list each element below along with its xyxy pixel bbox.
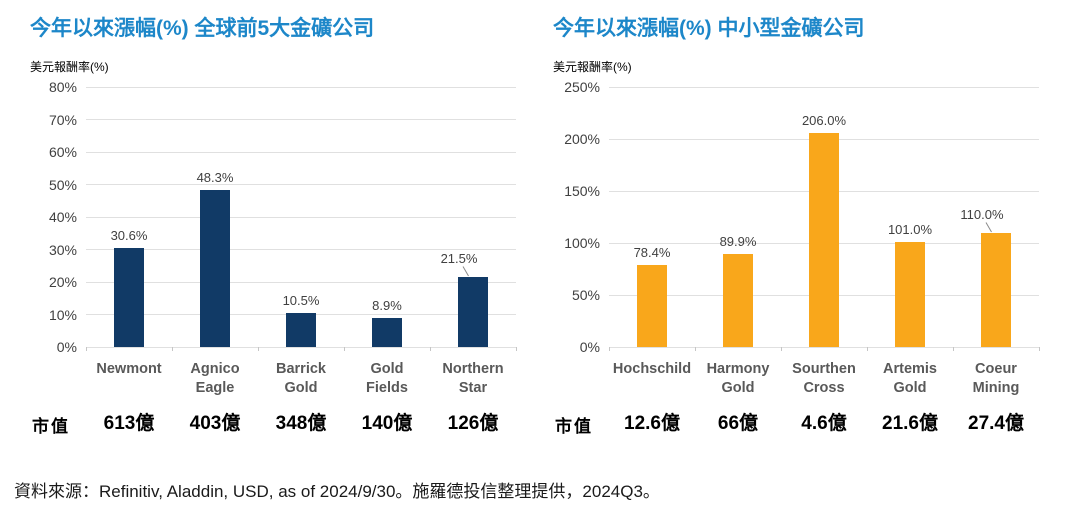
y-axis-unit-label: 美元報酬率(%) — [553, 60, 632, 74]
gridline — [86, 216, 516, 218]
category-label: Sourthen Cross — [792, 361, 856, 397]
category-label: Harmony Gold — [706, 361, 770, 397]
label-leader-line — [462, 266, 469, 277]
market-cap-label: 市值 — [32, 417, 70, 436]
axis-tick-mark — [695, 347, 696, 351]
gridline — [86, 119, 516, 120]
market-cap-value: 12.6億 — [624, 413, 680, 434]
market-cap-value: 140億 — [361, 413, 413, 434]
market-cap-values: 12.6億 66億 4.6億 21.6億 27.4億 — [609, 408, 1039, 435]
gridline — [86, 249, 516, 250]
bar-value-label: 206.0% — [801, 112, 847, 128]
bar-value-label: 101.0% — [887, 221, 933, 237]
market-cap-label: 市值 — [555, 417, 593, 436]
y-tick-label: 30% — [48, 241, 77, 258]
market-cap-values: 613億 403億 348億 140億 126億 — [86, 408, 516, 435]
chart-title: 今年以來漲幅(%) 全球前5大金礦公司 — [30, 17, 375, 40]
y-tick-label: 200% — [564, 131, 600, 147]
bar-value-label: 30.6% — [110, 227, 148, 243]
bar — [372, 318, 402, 347]
market-cap-value: 66億 — [717, 413, 759, 434]
market-cap-value: 403億 — [189, 413, 241, 434]
y-tick-label: 50% — [571, 287, 600, 303]
y-tick-label: 250% — [564, 79, 600, 95]
bar-value-label: 110.0% — [960, 206, 1004, 222]
category-label: Agnico Eagle — [190, 361, 240, 397]
bar — [895, 241, 925, 347]
gridline — [86, 86, 516, 88]
y-tick-label: 0% — [579, 339, 600, 355]
category-label: Northern Star — [442, 361, 504, 397]
axis-tick-mark — [953, 347, 954, 351]
chart-smallmid-gold-miners: 今年以來漲幅(%) 中小型金礦公司 美元報酬率(%) 0% 50% 100% 150%… — [553, 0, 1058, 455]
gridline — [609, 346, 1039, 348]
bar-value-label: 10.5% — [282, 292, 320, 308]
category-label: Coeur Mining — [972, 361, 1020, 397]
gridline — [86, 184, 516, 185]
y-tick-label: 50% — [48, 176, 77, 193]
y-tick-label: 40% — [48, 209, 77, 225]
gridline — [86, 346, 516, 348]
axis-tick-mark — [430, 347, 431, 351]
market-cap-value: 4.6億 — [801, 413, 847, 434]
chart-top5-gold-miners: 今年以來漲幅(%) 全球前5大金礦公司 美元報酬率(%) 0% 10% 20% 30%… — [30, 0, 535, 455]
category-label: Gold Fields — [366, 361, 408, 397]
bar — [981, 232, 1011, 347]
label-leader-line — [985, 221, 992, 232]
bar — [286, 312, 316, 347]
market-cap-value: 126億 — [447, 413, 499, 434]
bar-value-label: 48.3% — [196, 170, 234, 186]
axis-tick-mark — [867, 347, 868, 351]
y-tick-label: 100% — [564, 235, 600, 251]
bar-value-label: 8.9% — [372, 298, 402, 314]
bar-value-label: 78.4% — [633, 245, 671, 261]
bar — [809, 132, 839, 347]
gridline — [609, 86, 1039, 88]
bar — [114, 247, 144, 347]
category-label: Artemis Gold — [883, 361, 937, 397]
axis-tick-mark — [86, 347, 87, 351]
gridline — [86, 151, 516, 153]
bar — [723, 253, 753, 347]
category-label: Barrick Gold — [276, 361, 326, 397]
y-tick-label: 10% — [48, 306, 77, 323]
market-cap-value: 613億 — [103, 413, 155, 434]
axis-tick-mark — [1039, 347, 1040, 351]
bar — [458, 277, 488, 347]
plot-area: 0% 10% 20% 30% 40% 50% 60% 70% 80% 30.6% 48.3% 10.5… — [49, 80, 517, 354]
axis-tick-mark — [516, 347, 517, 351]
y-tick-label: 0% — [56, 339, 77, 355]
axis-tick-mark — [781, 347, 782, 351]
source-footnote: 資料來源：Refinitiv, Aladdin, USD, as of 2024… — [14, 482, 660, 501]
bar-value-label: 89.9% — [719, 233, 757, 249]
gridline — [86, 281, 516, 283]
x-axis-labels: Newmont Agnico Eagle Barrick Gold Gold Fiel… — [86, 360, 516, 398]
bar — [200, 190, 230, 347]
y-axis-unit-label: 美元報酬率(%) — [30, 60, 109, 74]
axis-tick-mark — [258, 347, 259, 351]
category-label: Newmont — [96, 361, 162, 377]
y-tick-label: 60% — [48, 144, 77, 160]
x-axis-labels: Hochschild Harmony Gold Sourthen Cross Arte… — [609, 360, 1039, 398]
axis-tick-mark — [609, 347, 610, 351]
category-label: Hochschild — [612, 361, 692, 377]
market-cap-value: 348億 — [275, 413, 327, 434]
chart-title: 今年以來漲幅(%) 中小型金礦公司 — [553, 17, 865, 40]
y-tick-label: 150% — [564, 183, 600, 199]
bar — [637, 265, 667, 347]
axis-tick-mark — [172, 347, 173, 351]
axis-tick-mark — [344, 347, 345, 351]
market-cap-value: 21.6億 — [882, 413, 938, 434]
y-tick-label: 80% — [48, 79, 77, 95]
y-tick-label: 70% — [48, 111, 77, 128]
bar-value-label: 21.5% — [440, 251, 478, 267]
y-tick-label: 20% — [48, 274, 77, 290]
plot-area: 0% 50% 100% 150% 200% 250% 78.4% 89.9% 206.0% 101… — [564, 80, 1040, 354]
market-cap-value: 27.4億 — [968, 413, 1024, 434]
